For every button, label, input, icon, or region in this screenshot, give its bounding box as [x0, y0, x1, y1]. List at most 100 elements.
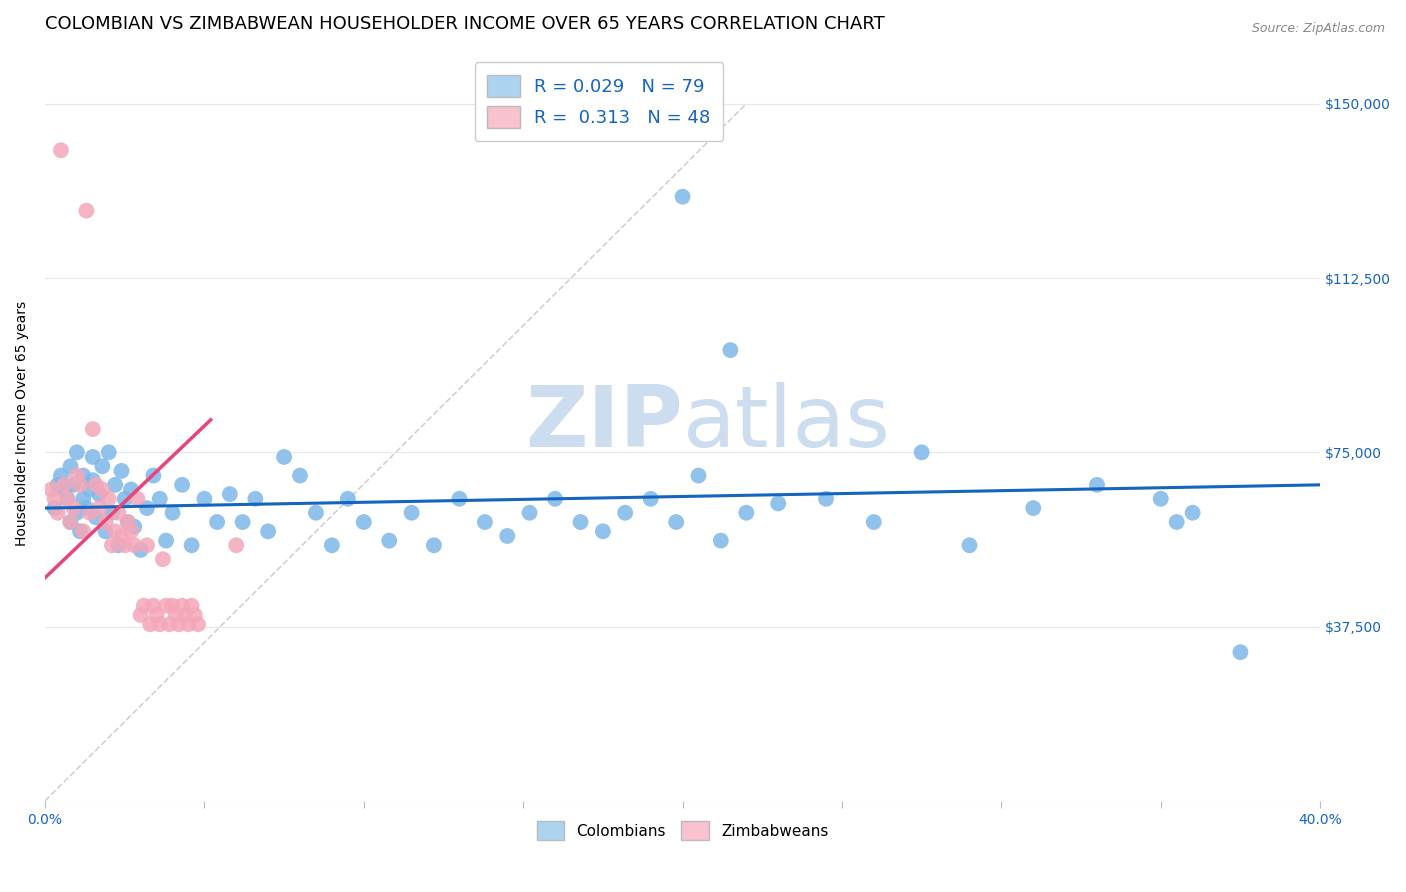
Point	[165, 607, 187, 622]
Point	[53, 483, 76, 497]
Point	[184, 607, 207, 622]
Point	[75, 203, 97, 218]
Point	[180, 538, 202, 552]
Point	[94, 524, 117, 539]
Point	[1229, 645, 1251, 659]
Point	[142, 468, 165, 483]
Point	[84, 510, 107, 524]
Point	[225, 538, 247, 552]
Point	[114, 491, 136, 506]
Point	[56, 491, 79, 506]
Point	[353, 515, 375, 529]
Point	[129, 542, 152, 557]
Point	[129, 607, 152, 622]
Point	[91, 483, 114, 497]
Point	[569, 515, 592, 529]
Point	[218, 487, 240, 501]
Point	[544, 491, 567, 506]
Point	[49, 143, 72, 157]
Point	[56, 491, 79, 506]
Point	[122, 519, 145, 533]
Point	[122, 538, 145, 552]
Point	[82, 450, 104, 464]
Point	[911, 445, 934, 459]
Point	[72, 491, 94, 506]
Point	[474, 515, 496, 529]
Point	[72, 524, 94, 539]
Point	[110, 464, 132, 478]
Point	[84, 478, 107, 492]
Legend: Colombians, Zimbabweans: Colombians, Zimbabweans	[530, 815, 835, 847]
Point	[614, 506, 637, 520]
Point	[180, 599, 202, 613]
Point	[41, 483, 63, 497]
Point	[104, 478, 127, 492]
Point	[44, 491, 66, 506]
Point	[288, 468, 311, 483]
Point	[46, 506, 69, 520]
Point	[959, 538, 981, 552]
Point	[132, 599, 155, 613]
Point	[273, 450, 295, 464]
Point	[136, 538, 159, 552]
Point	[170, 599, 193, 613]
Text: ZIP: ZIP	[524, 382, 682, 465]
Point	[53, 478, 76, 492]
Point	[1085, 478, 1108, 492]
Point	[193, 491, 215, 506]
Point	[69, 478, 91, 492]
Point	[766, 496, 789, 510]
Point	[91, 459, 114, 474]
Point	[257, 524, 280, 539]
Point	[120, 524, 142, 539]
Point	[814, 491, 837, 506]
Point	[187, 617, 209, 632]
Point	[155, 599, 177, 613]
Point	[167, 617, 190, 632]
Point	[735, 506, 758, 520]
Point	[496, 529, 519, 543]
Point	[117, 515, 139, 529]
Point	[101, 506, 124, 520]
Point	[89, 501, 111, 516]
Point	[59, 515, 82, 529]
Point	[592, 524, 614, 539]
Point	[155, 533, 177, 548]
Point	[120, 483, 142, 497]
Point	[162, 599, 184, 613]
Point	[1022, 501, 1045, 516]
Point	[665, 515, 688, 529]
Point	[44, 501, 66, 516]
Point	[66, 506, 89, 520]
Text: COLOMBIAN VS ZIMBABWEAN HOUSEHOLDER INCOME OVER 65 YEARS CORRELATION CHART: COLOMBIAN VS ZIMBABWEAN HOUSEHOLDER INCO…	[45, 15, 884, 33]
Point	[519, 506, 541, 520]
Point	[94, 515, 117, 529]
Point	[82, 422, 104, 436]
Point	[89, 487, 111, 501]
Point	[152, 552, 174, 566]
Point	[107, 506, 129, 520]
Point	[59, 459, 82, 474]
Point	[82, 473, 104, 487]
Point	[127, 491, 149, 506]
Point	[336, 491, 359, 506]
Point	[718, 343, 741, 357]
Point	[671, 190, 693, 204]
Point	[863, 515, 886, 529]
Point	[423, 538, 446, 552]
Point	[145, 607, 167, 622]
Point	[245, 491, 267, 506]
Point	[97, 491, 120, 506]
Point	[378, 533, 401, 548]
Point	[162, 506, 184, 520]
Point	[97, 445, 120, 459]
Point	[149, 491, 172, 506]
Point	[66, 468, 89, 483]
Point	[59, 515, 82, 529]
Point	[72, 468, 94, 483]
Point	[69, 524, 91, 539]
Point	[232, 515, 254, 529]
Point	[1166, 515, 1188, 529]
Point	[401, 506, 423, 520]
Text: atlas: atlas	[682, 382, 890, 465]
